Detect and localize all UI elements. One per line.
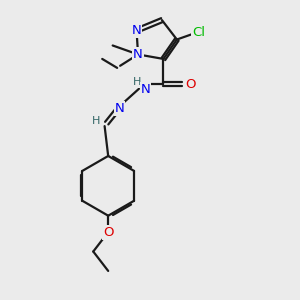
Text: N: N: [133, 48, 143, 61]
Text: H: H: [132, 77, 141, 87]
Text: N: N: [132, 24, 141, 37]
Text: N: N: [115, 102, 124, 115]
Text: O: O: [185, 78, 196, 91]
Text: Cl: Cl: [192, 26, 205, 38]
Text: O: O: [103, 226, 113, 238]
Text: H: H: [92, 116, 100, 126]
Text: N: N: [141, 83, 150, 96]
